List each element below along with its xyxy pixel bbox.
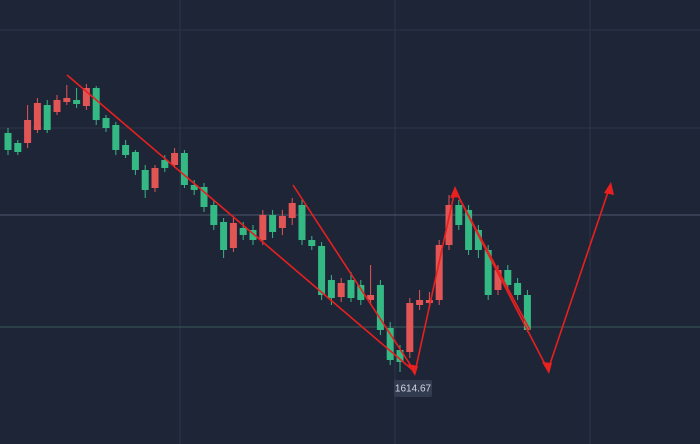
candle-body — [131, 152, 139, 170]
candle-body — [504, 270, 512, 285]
candle-body — [112, 125, 120, 150]
candle-body — [288, 203, 296, 218]
candles — [4, 84, 531, 372]
arrow-heads — [408, 182, 614, 376]
candle-body — [347, 280, 355, 298]
candle-body — [308, 240, 316, 246]
candle-body — [396, 350, 404, 362]
candle-body — [180, 153, 188, 185]
candle-body — [465, 210, 473, 250]
candle-body — [298, 205, 306, 240]
candle-body — [494, 270, 502, 290]
candle-body — [161, 160, 169, 168]
candle-body — [425, 300, 433, 303]
candle-body — [14, 143, 22, 152]
candle-body — [367, 295, 375, 300]
candle-body — [484, 250, 492, 295]
candle-body — [82, 88, 90, 106]
candle-body — [190, 185, 198, 190]
candle-body — [229, 223, 237, 248]
candle-body — [53, 100, 61, 112]
candle-body — [386, 328, 394, 360]
candle-body — [92, 88, 100, 120]
candle-body — [171, 153, 179, 165]
candle-body — [210, 205, 218, 225]
candle-body — [455, 205, 463, 225]
trend-line — [454, 189, 531, 331]
candle-body — [523, 295, 531, 330]
candle-body — [4, 133, 12, 150]
candle-body — [416, 300, 424, 305]
candle-body — [406, 303, 414, 352]
candle-body — [200, 187, 208, 207]
trend-line — [66, 74, 416, 373]
candle-body — [514, 283, 522, 295]
arrow-head — [542, 362, 552, 374]
arrow-head — [604, 182, 614, 195]
candle-body — [318, 246, 326, 295]
candle-body — [249, 230, 257, 240]
candle-body — [435, 245, 443, 300]
candle-body — [337, 283, 345, 297]
candle-body — [24, 120, 32, 143]
candle-body — [63, 98, 71, 102]
candle-body — [327, 280, 335, 298]
candle-body — [376, 285, 384, 330]
candle-body — [73, 100, 81, 104]
candle-body — [141, 170, 149, 190]
candle-body — [122, 145, 130, 155]
price-label-box — [394, 380, 432, 397]
candle-body — [33, 103, 41, 130]
arrow-head — [450, 186, 460, 198]
candle-body — [357, 285, 365, 300]
candle-body — [269, 215, 277, 232]
candle-body — [220, 222, 228, 250]
candle-body — [102, 118, 110, 128]
candle-body — [445, 205, 453, 245]
candle-body — [474, 230, 482, 250]
candle-body — [278, 216, 286, 228]
candle-body — [259, 215, 267, 240]
arrow-head — [408, 364, 418, 376]
candle-body — [151, 168, 159, 188]
price-label: 1614.67 — [395, 384, 432, 395]
candle-body — [239, 228, 247, 235]
candle-body — [43, 105, 51, 130]
